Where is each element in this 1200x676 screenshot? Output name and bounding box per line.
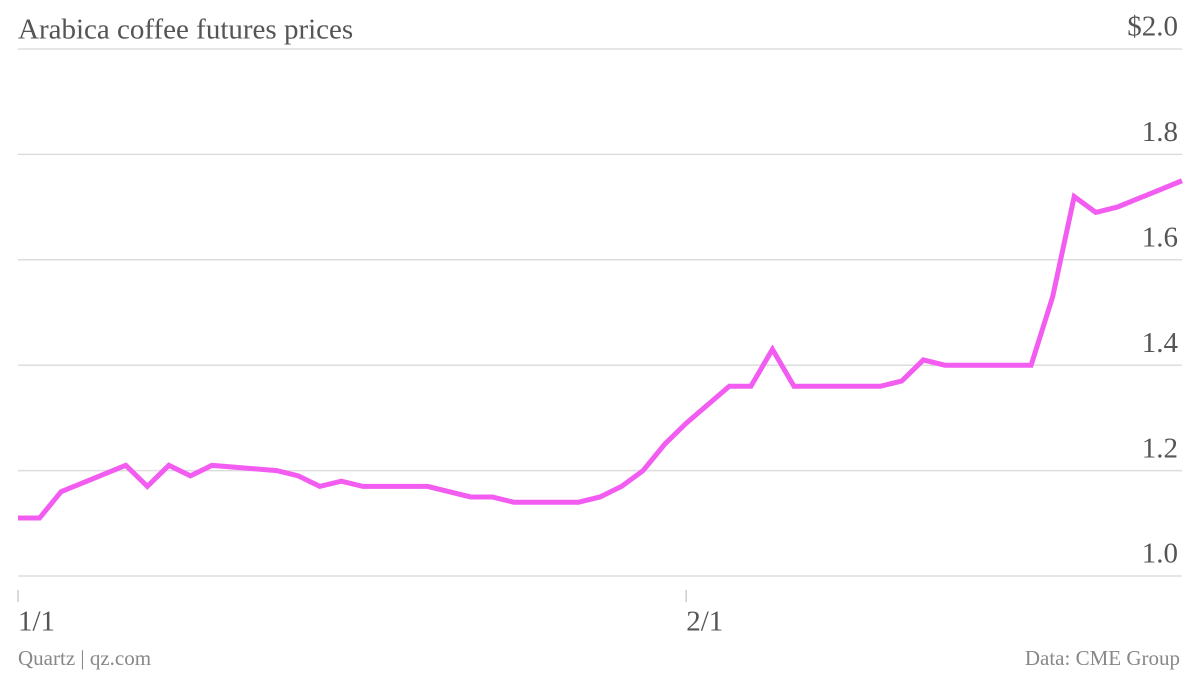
y-tick-label: $2.0 (1127, 11, 1178, 43)
y-tick-label: 1.4 (1142, 327, 1179, 359)
y-tick-label: 1.6 (1142, 221, 1178, 253)
credit: Quartz | qz.com (18, 646, 151, 670)
chart-title: Arabica coffee futures prices (18, 14, 353, 46)
y-tick-label: 1.0 (1142, 538, 1178, 570)
y-tick-label: 1.8 (1142, 116, 1178, 148)
data-line (18, 178, 1183, 521)
x-tick-label: 1/1 (18, 606, 55, 638)
y-tick-label: 1.2 (1142, 432, 1178, 464)
source: Data: CME Group (1025, 646, 1180, 670)
x-tick-label: 2/1 (686, 606, 723, 638)
